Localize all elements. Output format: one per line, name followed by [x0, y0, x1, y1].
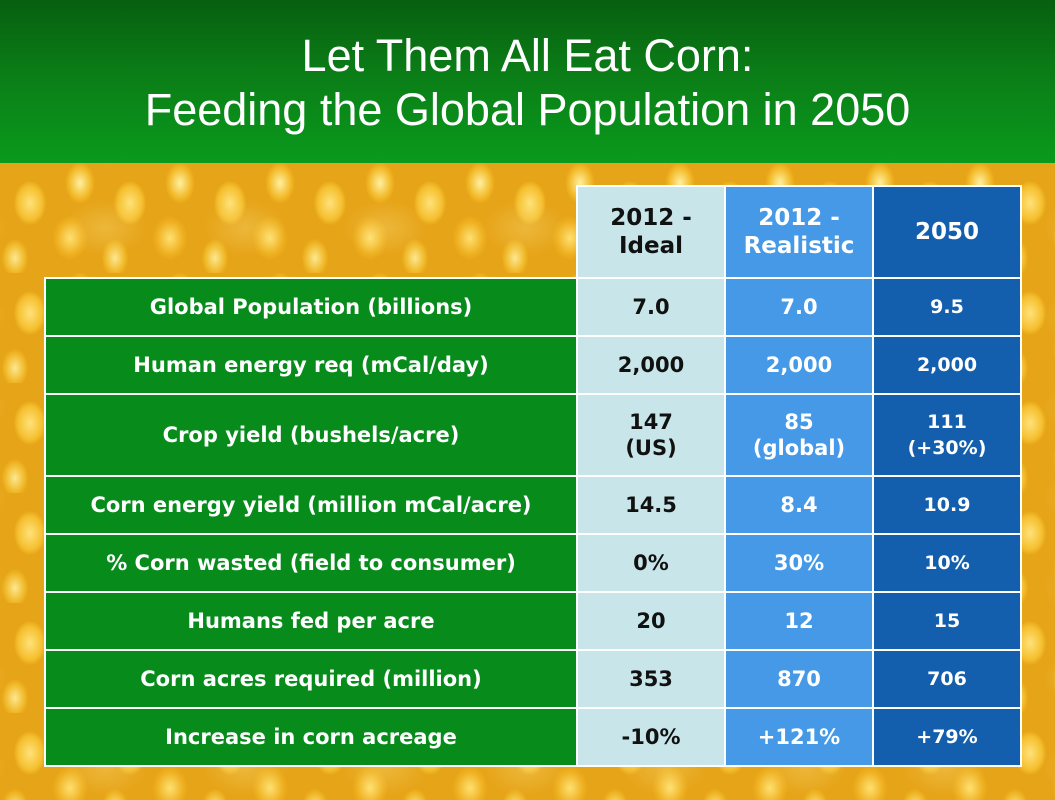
cell-ideal: 0% [576, 533, 726, 593]
cell-2050: 15 [872, 591, 1022, 651]
cell-realistic: 2,000 [724, 335, 874, 395]
cell-2050: 9.5 [872, 277, 1022, 337]
table-row: Crop yield (bushels/acre) 147 (US) 85 (g… [44, 393, 1022, 477]
slide-title-line-2: Feeding the Global Population in 2050 [144, 84, 911, 135]
table-row: Human energy req (mCal/day) 2,000 2,000 … [44, 335, 1022, 395]
row-label: Global Population (billions) [44, 277, 578, 337]
cell-2050: 706 [872, 649, 1022, 709]
cell-ideal: -10% [576, 707, 726, 767]
column-header-line: Realistic [743, 233, 855, 259]
cell-ideal: 20 [576, 591, 726, 651]
cell-realistic: 8.4 [724, 475, 874, 535]
column-header-2012-realistic: 2012 - Realistic [724, 185, 874, 279]
cell-realistic: 85 (global) [724, 393, 874, 477]
column-header-line: 2012 - [758, 205, 840, 231]
row-label: % Corn wasted (field to consumer) [44, 533, 578, 593]
table-corner-empty [45, 186, 577, 278]
cell-ideal: 7.0 [576, 277, 726, 337]
row-label: Crop yield (bushels/acre) [44, 393, 578, 477]
cell-note: (US) [625, 436, 677, 460]
cell-realistic: 870 [724, 649, 874, 709]
table-header-row: 2012 - Ideal 2012 - Realistic 2050 [45, 185, 1022, 279]
cell-ideal: 2,000 [576, 335, 726, 395]
cell-note: (+30%) [907, 437, 987, 459]
column-header-line: 2050 [914, 219, 979, 245]
cell-2050: 111 (+30%) [872, 393, 1022, 477]
cell-value: 147 [629, 410, 673, 434]
table-row: Corn energy yield (million mCal/acre) 14… [44, 475, 1022, 535]
table-row: Global Population (billions) 7.0 7.0 9.5 [44, 277, 1022, 337]
row-label: Corn energy yield (million mCal/acre) [44, 475, 578, 535]
cell-2050: 10% [872, 533, 1022, 593]
table-row: % Corn wasted (field to consumer) 0% 30%… [44, 533, 1022, 593]
row-label: Increase in corn acreage [44, 707, 578, 767]
cell-realistic: 30% [724, 533, 874, 593]
title-banner: Let Them All Eat Corn: Feeding the Globa… [0, 0, 1055, 163]
row-label: Corn acres required (million) [44, 649, 578, 709]
row-label: Human energy req (mCal/day) [44, 335, 578, 395]
cell-2050: 10.9 [872, 475, 1022, 535]
cell-value: 111 [927, 411, 967, 433]
column-header-line: 2012 - [610, 205, 692, 231]
cell-realistic: 7.0 [724, 277, 874, 337]
cell-realistic: +121% [724, 707, 874, 767]
table-row: Humans fed per acre 20 12 15 [44, 591, 1022, 651]
row-label: Humans fed per acre [44, 591, 578, 651]
cell-2050: +79% [872, 707, 1022, 767]
table-row: Increase in corn acreage -10% +121% +79% [44, 707, 1022, 767]
column-header-2012-ideal: 2012 - Ideal [576, 185, 726, 279]
comparison-table: 2012 - Ideal 2012 - Realistic 2050 Globa… [44, 185, 1022, 767]
cell-note: (global) [752, 436, 846, 460]
cell-ideal: 353 [576, 649, 726, 709]
cell-ideal: 147 (US) [576, 393, 726, 477]
cell-value: 85 [784, 410, 814, 434]
cell-ideal: 14.5 [576, 475, 726, 535]
cell-realistic: 12 [724, 591, 874, 651]
column-header-2050: 2050 [872, 185, 1022, 279]
slide-title-line-1: Let Them All Eat Corn: [301, 30, 754, 81]
cell-2050: 2,000 [872, 335, 1022, 395]
table-row: Corn acres required (million) 353 870 70… [44, 649, 1022, 709]
column-header-line: Ideal [618, 233, 684, 259]
